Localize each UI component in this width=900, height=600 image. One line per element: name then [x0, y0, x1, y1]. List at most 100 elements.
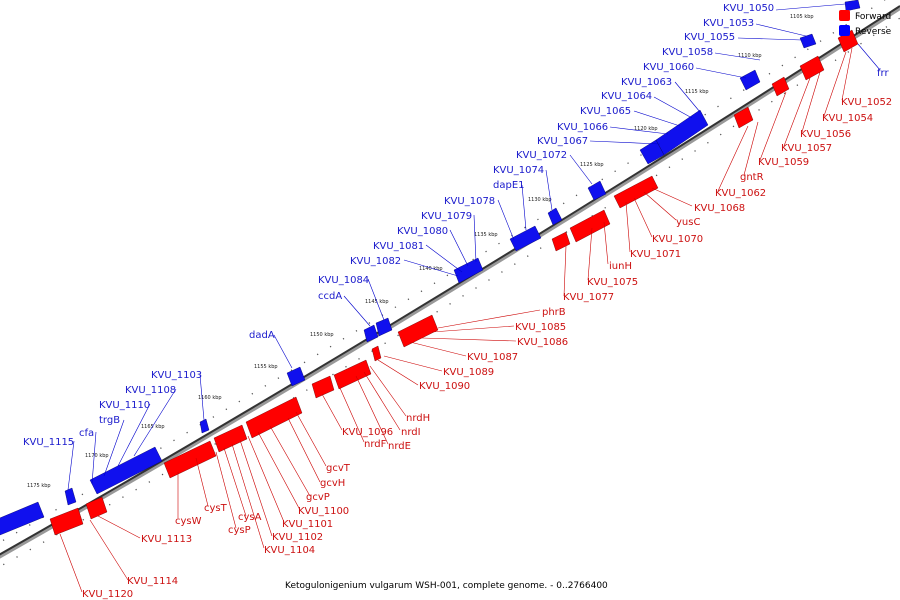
gene-label[interactable]: ccdA: [318, 291, 342, 302]
gene-label[interactable]: KVU_1080: [397, 226, 448, 237]
gene-label[interactable]: dapE1: [493, 180, 525, 191]
gene-label[interactable]: KVU_1096: [342, 427, 393, 438]
gene-label[interactable]: phrB: [542, 307, 566, 318]
gene-block[interactable]: [551, 231, 571, 252]
gene-label[interactable]: KVU_1056: [800, 129, 851, 140]
gene-label[interactable]: KVU_1053: [703, 18, 754, 29]
gene-label[interactable]: gcvT: [326, 463, 351, 474]
gene-label[interactable]: KVU_1064: [601, 91, 652, 102]
gene-label[interactable]: nrdI: [401, 427, 421, 438]
gene-block[interactable]: [213, 424, 248, 453]
gene-label[interactable]: KVU_1078: [444, 196, 495, 207]
gene-label[interactable]: KVU_1079: [421, 211, 472, 222]
gene-block[interactable]: [333, 359, 372, 390]
gene-block[interactable]: [286, 366, 306, 387]
gene-label[interactable]: cysW: [175, 516, 202, 527]
gene-label[interactable]: KVU_1100: [298, 506, 349, 517]
gene-label[interactable]: KVU_1086: [517, 337, 568, 348]
gene-block[interactable]: [739, 69, 761, 91]
gene-label[interactable]: KVU_1087: [467, 352, 518, 363]
gene-block[interactable]: [199, 418, 210, 434]
gene-label[interactable]: KVU_1113: [141, 534, 192, 545]
gene-block[interactable]: [245, 396, 303, 439]
gene-label[interactable]: KVU_1068: [694, 203, 745, 214]
gene-block[interactable]: [397, 314, 439, 348]
gene-label[interactable]: KVU_1101: [282, 519, 333, 530]
gene-label[interactable]: KVU_1062: [715, 188, 766, 199]
gene-label[interactable]: KVU_1104: [264, 545, 315, 556]
gene-label[interactable]: KVU_1059: [758, 157, 809, 168]
gene-label[interactable]: KVU_1090: [419, 381, 470, 392]
gene-block[interactable]: [89, 446, 163, 495]
gene-label[interactable]: KVU_1066: [557, 122, 608, 133]
gene-label[interactable]: KVU_1050: [723, 3, 774, 14]
gene-label[interactable]: KVU_1077: [563, 292, 614, 303]
gene-label[interactable]: nrdH: [406, 413, 430, 424]
gene-block[interactable]: [613, 175, 659, 209]
gene-label[interactable]: KVU_1067: [537, 136, 588, 147]
tick-label: 1140 kbp: [419, 266, 443, 272]
gene-label[interactable]: KVU_1054: [822, 113, 873, 124]
gene-block[interactable]: [733, 106, 754, 129]
gene-label[interactable]: gntR: [740, 172, 764, 183]
gene-label[interactable]: KVU_1108: [125, 385, 176, 396]
gene-label[interactable]: KVU_1085: [515, 322, 566, 333]
gene-label[interactable]: KVU_1060: [643, 62, 694, 73]
gene-label[interactable]: cysA: [238, 512, 262, 523]
gene-label[interactable]: KVU_1081: [373, 241, 424, 252]
gene-block[interactable]: [509, 225, 542, 252]
gene-block[interactable]: [363, 324, 379, 343]
gene-label[interactable]: KVU_1110: [99, 400, 150, 411]
gene-label[interactable]: KVU_1058: [662, 47, 713, 58]
gene-label[interactable]: KVU_1057: [781, 143, 832, 154]
leader-line: [343, 295, 371, 327]
gene-block[interactable]: [799, 33, 817, 49]
gene-block[interactable]: [799, 55, 825, 81]
gene-block[interactable]: [49, 507, 84, 536]
gene-label[interactable]: KVU_1055: [684, 32, 735, 43]
gene-label[interactable]: KVU_1102: [272, 532, 323, 543]
gene-block[interactable]: [64, 487, 77, 506]
gene-label[interactable]: KVU_1070: [652, 234, 703, 245]
gene-block[interactable]: [0, 501, 45, 536]
gene-label[interactable]: KVU_1074: [493, 165, 544, 176]
gene-label[interactable]: nrdF: [364, 439, 387, 450]
gene-label[interactable]: KVU_1072: [516, 150, 567, 161]
gene-label[interactable]: yusC: [676, 217, 700, 228]
gene-label[interactable]: KVU_1075: [587, 277, 638, 288]
gene-label[interactable]: dadA: [249, 330, 275, 341]
gene-label[interactable]: KVU_1084: [318, 275, 369, 286]
gene-label[interactable]: KVU_1052: [841, 97, 892, 108]
gene-label[interactable]: KVU_1114: [127, 576, 178, 587]
gene-label[interactable]: cysP: [228, 525, 251, 536]
gene-block[interactable]: [453, 257, 484, 284]
gene-label[interactable]: nrdE: [388, 441, 411, 452]
gene-block[interactable]: [771, 76, 790, 97]
gene-label[interactable]: trgB: [99, 415, 120, 426]
gene-block[interactable]: [375, 317, 393, 337]
gene-block[interactable]: [163, 440, 217, 479]
gene-label[interactable]: KVU_1089: [443, 367, 494, 378]
gene-label[interactable]: cysT: [204, 503, 228, 514]
gene-block[interactable]: [569, 209, 611, 243]
gene-label[interactable]: KVU_1115: [23, 437, 74, 448]
gene-block[interactable]: [311, 375, 335, 399]
gene-block[interactable]: [371, 345, 382, 362]
gene-block[interactable]: [85, 496, 108, 520]
gene-block[interactable]: [587, 180, 607, 201]
gene-label[interactable]: KVU_1103: [151, 370, 202, 381]
gene-label[interactable]: KVU_1071: [630, 249, 681, 260]
gene-label[interactable]: cfa: [79, 428, 94, 439]
gene-block[interactable]: [547, 207, 563, 226]
gene-label[interactable]: KVU_1063: [621, 77, 672, 88]
gene-label[interactable]: frr: [877, 68, 889, 79]
leader-line: [97, 515, 141, 539]
gene-label[interactable]: KVU_1082: [350, 256, 401, 267]
gene-block[interactable]: [844, 0, 861, 12]
gene-label[interactable]: KVU_1120: [82, 589, 133, 600]
gene-label[interactable]: iunH: [609, 261, 632, 272]
leader-line: [714, 52, 761, 61]
gene-label[interactable]: KVU_1065: [580, 106, 631, 117]
gene-label[interactable]: gcvP: [306, 492, 330, 503]
gene-label[interactable]: gcvH: [320, 478, 345, 489]
